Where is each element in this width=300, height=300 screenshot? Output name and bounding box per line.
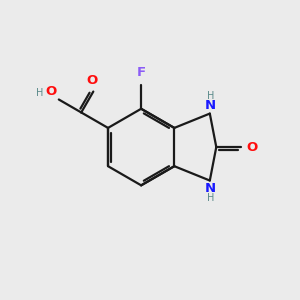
Text: H: H <box>36 88 44 98</box>
Text: N: N <box>205 182 216 195</box>
Text: N: N <box>205 99 216 112</box>
Text: F: F <box>136 66 146 79</box>
Text: O: O <box>247 141 258 154</box>
Text: O: O <box>45 85 56 98</box>
Text: O: O <box>86 74 98 87</box>
Text: H: H <box>207 193 214 203</box>
Text: H: H <box>207 91 214 101</box>
